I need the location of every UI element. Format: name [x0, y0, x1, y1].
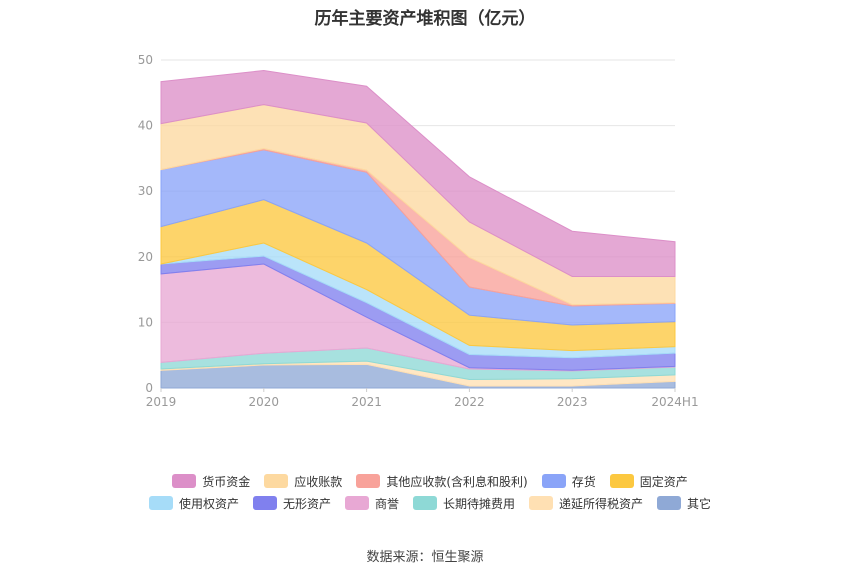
legend-swatch — [529, 496, 554, 510]
area-series — [160, 69, 676, 277]
legend-row: 使用权资产 无形资产 商誉 长期待摊费用 递延所得税资产 其它 — [120, 492, 740, 514]
legend-swatch — [252, 496, 277, 510]
legend-swatch — [264, 474, 289, 488]
x-tick-label: 2020 — [249, 395, 280, 409]
legend-label: 货币资金 — [202, 474, 251, 489]
legend-item[interactable]: 递延所得税资产 — [529, 495, 643, 512]
legend-item[interactable]: 无形资产 — [252, 495, 331, 512]
legend-label: 存货 — [571, 474, 596, 489]
chart-legend: 货币资金 应收账款 其他应收款(含利息和股利) 存货 固定资产使用权资产 无形资产 商誉 长期… — [120, 470, 740, 514]
legend-item[interactable]: 使用权资产 — [148, 495, 239, 512]
legend-swatch — [344, 496, 369, 510]
legend-label: 长期待摊费用 — [443, 496, 516, 511]
y-tick-label: 30 — [138, 184, 153, 198]
legend-item[interactable]: 货币资金 — [172, 473, 250, 490]
legend-label: 商誉 — [374, 496, 399, 511]
legend-row: 货币资金 应收账款 其他应收款(含利息和股利) 存货 固定资产 — [120, 470, 740, 492]
legend-item[interactable]: 其他应收款(含利息和股利) — [356, 473, 528, 490]
data-source: 数据来源：恒生聚源 — [366, 550, 484, 565]
legend-label: 无形资产 — [282, 496, 331, 511]
y-tick-label: 20 — [138, 250, 153, 264]
legend-item[interactable]: 商誉 — [344, 495, 399, 512]
legend-item[interactable]: 存货 — [541, 473, 596, 490]
legend-label: 应收账款 — [294, 474, 343, 489]
legend-swatch — [609, 474, 634, 488]
legend-item[interactable]: 其它 — [657, 495, 711, 512]
legend-label: 其它 — [687, 496, 712, 511]
legend-item[interactable]: 固定资产 — [609, 473, 688, 490]
x-tick-label: 2019 — [146, 395, 177, 409]
y-tick-label: 10 — [138, 315, 153, 329]
legend-swatch — [356, 474, 381, 488]
legend-label: 递延所得税资产 — [559, 496, 644, 511]
x-tick-label: 2022 — [454, 395, 485, 409]
legend-swatch — [541, 474, 566, 488]
legend-item[interactable]: 应收账款 — [264, 473, 342, 490]
x-tick-label: 2021 — [351, 395, 382, 409]
legend-label: 使用权资产 — [178, 496, 239, 511]
y-tick-label: 50 — [138, 53, 153, 67]
chart-title: 历年主要资产堆积图（亿元） — [314, 9, 536, 29]
legend-swatch — [657, 496, 682, 510]
legend-swatch — [172, 474, 197, 488]
legend-swatch — [413, 496, 437, 510]
legend-label: 固定资产 — [639, 474, 688, 489]
legend-label: 其他应收款(含利息和股利) — [386, 474, 528, 489]
y-tick-label: 0 — [145, 381, 153, 395]
legend-swatch — [148, 496, 173, 510]
x-tick-label: 2024H1 — [651, 395, 698, 409]
legend-item[interactable]: 长期待摊费用 — [413, 495, 515, 512]
y-tick-label: 40 — [138, 119, 153, 133]
x-tick-label: 2023 — [557, 395, 588, 409]
